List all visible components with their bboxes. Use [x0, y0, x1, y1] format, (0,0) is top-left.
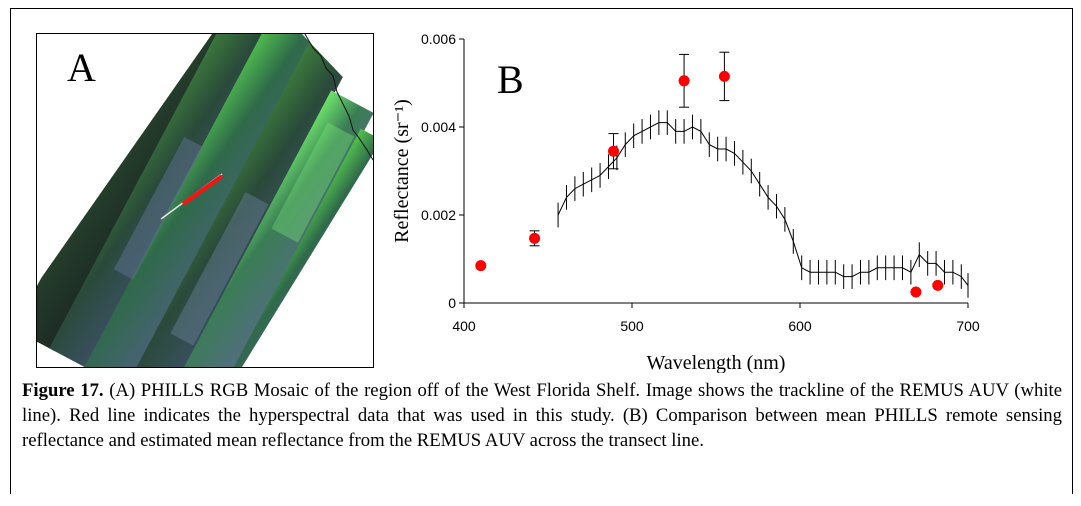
caption-text: (A) PHILLS RGB Mosaic of the region off … — [22, 380, 1062, 451]
panel-a-label: A — [67, 45, 96, 90]
remus-reflectance-point — [718, 70, 730, 82]
rgb-mosaic-image — [37, 34, 373, 367]
remus-reflectance-point — [529, 232, 541, 244]
y-tick-label: 0 — [448, 295, 456, 311]
x-axis-label: Wavelength (nm) — [647, 352, 786, 373]
y-tick-label: 0.006 — [421, 31, 456, 47]
mosaic-image-panel: A — [36, 33, 374, 368]
remus-reflectance-point — [608, 145, 620, 157]
x-tick-label: 700 — [956, 318, 980, 334]
remus-reflectance-point — [932, 279, 944, 291]
x-tick-label: 500 — [620, 318, 644, 334]
remus-reflectance-point — [475, 260, 487, 272]
remus-reflectance-point — [678, 75, 690, 87]
figure-caption: Figure 17. (A) PHILLS RGB Mosaic of the … — [22, 378, 1062, 453]
reflectance-chart: 0 0.002 0.004 0.006 400 500 600 700 Wavelength (… — [391, 31, 980, 373]
y-tick-label: 0.002 — [421, 207, 456, 223]
caption-label: Figure 17. — [22, 380, 104, 401]
phills-reflectance-line — [557, 122, 969, 286]
hyperspectral-segment — [181, 174, 224, 206]
x-tick-label: 600 — [788, 318, 812, 334]
y-tick-label: 0.004 — [421, 119, 456, 135]
figure-frame — [10, 8, 1073, 494]
mosaic-mask — [37, 34, 212, 284]
y-axis-label: Reflectance (sr⁻¹) — [391, 99, 413, 243]
x-tick-label: 400 — [452, 318, 476, 334]
remus-reflectance-point — [910, 286, 922, 298]
panel-b-label: B — [497, 57, 524, 102]
coastline-line — [304, 34, 373, 161]
